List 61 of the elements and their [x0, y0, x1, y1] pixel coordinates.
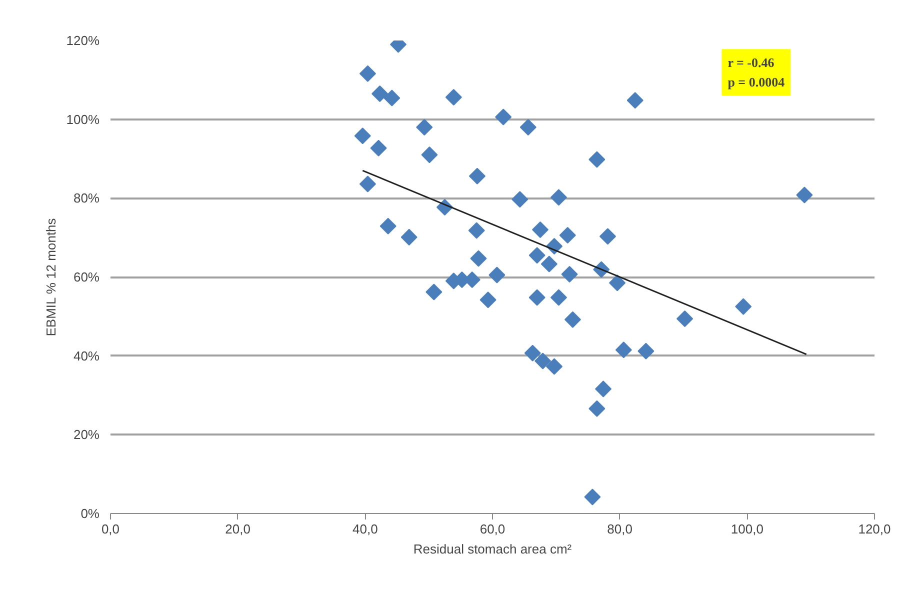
point [609, 274, 626, 292]
point [550, 289, 567, 306]
point [426, 284, 442, 300]
x-tick-label: 0,0 [101, 522, 120, 536]
point [380, 218, 396, 234]
point [468, 168, 486, 184]
point [588, 400, 606, 417]
x-tick-label: 100,0 [730, 522, 764, 536]
point [588, 151, 606, 168]
x-tick-label: 40,0 [352, 522, 378, 536]
y-tick-label: 0% [80, 506, 100, 521]
point [372, 85, 388, 102]
point [584, 488, 601, 506]
point [735, 298, 752, 315]
point [421, 146, 438, 164]
point [595, 380, 612, 398]
x-tick-label: 60,0 [480, 522, 506, 536]
y-tick-label: 100% [66, 112, 100, 127]
x-tick-label: 80,0 [607, 522, 632, 536]
point [488, 266, 506, 284]
point [528, 289, 546, 306]
point [524, 344, 541, 362]
point [638, 342, 654, 360]
point [534, 352, 552, 370]
point [676, 310, 694, 328]
y-tick-label: 60% [73, 270, 100, 284]
x-tick-label: 120,0 [858, 522, 891, 536]
y-tick-label: 120% [66, 33, 100, 48]
y-tick-label: 20% [73, 427, 100, 442]
x-tick-label: 20,0 [225, 522, 250, 536]
point [528, 247, 546, 264]
point [796, 186, 813, 204]
y-tick-label: 40% [73, 348, 100, 364]
point [512, 191, 528, 208]
point [416, 118, 433, 136]
point [370, 140, 387, 156]
point [599, 228, 616, 245]
point [564, 311, 581, 328]
point [559, 226, 576, 244]
point [468, 222, 485, 239]
point [550, 189, 567, 206]
point [615, 342, 632, 358]
point [540, 256, 558, 272]
x-axis-title: Residual stomach area cm² [413, 542, 572, 556]
point [384, 90, 400, 106]
point [561, 266, 578, 283]
point [470, 250, 487, 267]
point [546, 358, 563, 375]
point [359, 65, 376, 82]
point [445, 88, 462, 106]
point [400, 228, 418, 246]
point [359, 176, 376, 192]
annotation: r = -0.46 p = 0.0004 [728, 55, 786, 90]
point [480, 292, 496, 308]
point [532, 221, 549, 238]
y-axis-title: EBMIL % 12 months [43, 218, 58, 336]
point [626, 92, 644, 109]
point [520, 118, 536, 136]
point [495, 108, 512, 126]
point [354, 128, 371, 144]
y-tick-label: 80% [73, 190, 100, 206]
